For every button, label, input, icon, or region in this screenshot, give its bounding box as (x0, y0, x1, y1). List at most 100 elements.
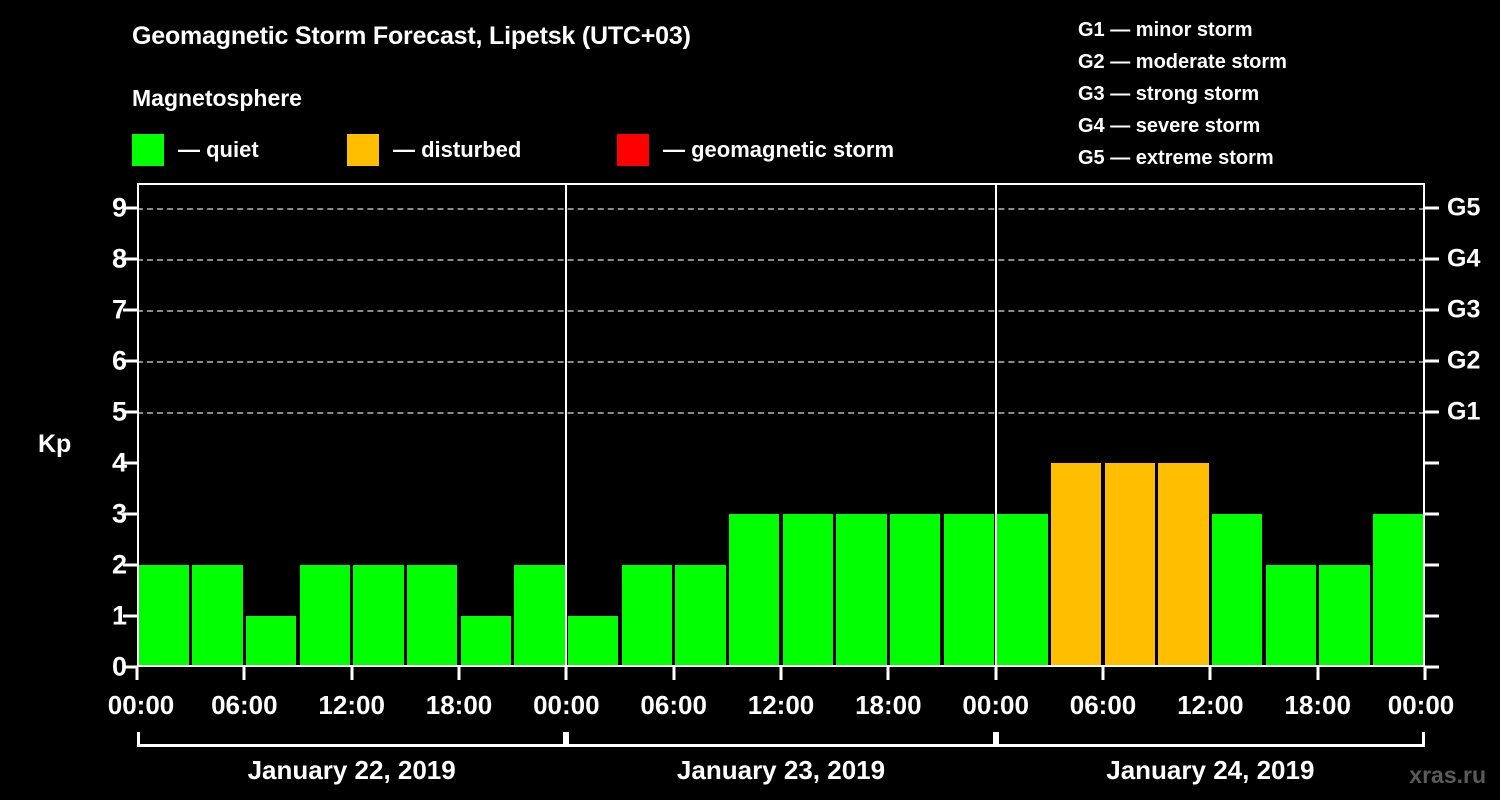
quiet-swatch (132, 134, 164, 166)
x-tick-label: 18:00 (425, 690, 493, 720)
x-tick-mark (994, 667, 998, 680)
x-tick-label: 12:00 (747, 690, 815, 720)
y-tick-mark-right (1425, 308, 1439, 312)
y-tick-label: 7 (111, 294, 127, 325)
y-tick-mark-right (1425, 206, 1439, 210)
kp-bar[interactable] (1372, 514, 1424, 667)
kp-bar[interactable] (514, 565, 565, 667)
x-tick-mark (1423, 667, 1427, 680)
x-tick-label: 06:00 (1069, 690, 1137, 720)
kp-bar[interactable] (943, 514, 995, 667)
watermark: xras.ru (1409, 762, 1486, 788)
x-tick-mark (457, 667, 461, 680)
y-tick-mark-right (1425, 410, 1439, 414)
x-tick-mark (242, 667, 246, 680)
kp-bar[interactable] (1104, 463, 1156, 667)
g-scale-entry: G2 — moderate storm (1078, 51, 1287, 73)
kp-bar[interactable] (1158, 463, 1209, 667)
x-tick-label: 00:00 (962, 690, 1029, 720)
plot-frame (137, 183, 1425, 667)
y-tick-label: 0 (111, 651, 127, 682)
kp-bar[interactable] (675, 565, 726, 667)
kp-bar[interactable] (192, 565, 243, 667)
day-label: January 22, 2019 (247, 755, 456, 785)
g-scale-entry: G4 — severe storm (1078, 115, 1261, 137)
legend-item-label: — disturbed (393, 137, 522, 162)
y-tick-mark (123, 410, 137, 414)
day-bracket (995, 732, 1425, 747)
page-title: Geomagnetic Storm Forecast, Lipetsk (UTC… (132, 22, 691, 50)
y-tick-label: 2 (111, 549, 127, 580)
y-tick-mark-right (1425, 359, 1439, 363)
kp-bar[interactable] (782, 514, 834, 667)
x-tick-label: 00:00 (1387, 690, 1455, 720)
y-tick-mark (123, 206, 137, 210)
g-scale-entry: G1 — minor storm (1078, 19, 1253, 41)
kp-bar[interactable] (836, 514, 887, 667)
legend-item: — geomagnetic storm (617, 134, 894, 166)
kp-bar[interactable] (460, 616, 512, 667)
kp-bar[interactable] (1265, 565, 1317, 667)
day-separator (565, 183, 568, 667)
x-tick-mark (1101, 667, 1105, 680)
kp-bar[interactable] (621, 565, 673, 667)
day-label: January 24, 2019 (1106, 755, 1315, 785)
g-tick-label: G4 (1447, 244, 1481, 273)
y-tick-mark (123, 563, 137, 567)
y-tick-mark (123, 461, 137, 465)
x-tick-mark (779, 667, 783, 680)
kp-bar[interactable] (997, 514, 1048, 667)
y-tick-mark-right (1425, 257, 1439, 261)
y-tick-mark-right (1425, 512, 1439, 516)
x-tick-label: 00:00 (107, 690, 175, 720)
g-scale-entry: G5 — extreme storm (1078, 147, 1274, 169)
legend-item-label: — quiet (178, 137, 259, 162)
kp-bar[interactable] (728, 514, 780, 667)
y-tick-mark (123, 512, 137, 516)
y-tick-label: 6 (111, 345, 127, 376)
kp-bar[interactable] (1211, 514, 1263, 667)
g-scale-entry: G3 — strong storm (1078, 83, 1260, 105)
kp-bar[interactable] (567, 616, 619, 667)
y-tick-label: 8 (111, 243, 127, 274)
kp-bar[interactable] (138, 565, 190, 667)
kp-bar[interactable] (299, 565, 351, 667)
kp-bar[interactable] (245, 616, 297, 667)
x-tick-label: 12:00 (318, 690, 385, 720)
kp-bar[interactable] (406, 565, 458, 667)
g-tick-label: G5 (1447, 193, 1481, 222)
gridline (137, 361, 1425, 364)
y-tick-label: 3 (111, 498, 127, 529)
y-tick-mark-right (1425, 461, 1439, 465)
day-label: January 23, 2019 (676, 755, 886, 785)
kp-bar[interactable] (1319, 565, 1370, 667)
chart-subtitle: Magnetosphere (132, 85, 302, 111)
g-tick-label: G3 (1447, 295, 1481, 324)
y-tick-mark-right (1425, 614, 1439, 618)
disturbed-swatch (347, 134, 379, 166)
x-tick-mark (672, 667, 676, 680)
kp-bar[interactable] (889, 514, 941, 667)
kp-bar[interactable] (1050, 463, 1102, 667)
day-bracket (137, 732, 567, 747)
legend-item: — disturbed (347, 134, 521, 166)
x-tick-label: 06:00 (211, 690, 278, 720)
storm-swatch (617, 134, 649, 166)
x-tick-label: 00:00 (533, 690, 600, 720)
y-tick-mark (123, 614, 137, 618)
y-tick-mark (123, 257, 137, 261)
gridline (137, 259, 1425, 262)
x-tick-mark (1316, 667, 1320, 680)
x-tick-label: 18:00 (1284, 690, 1351, 720)
gridline (137, 208, 1425, 211)
kp-bar[interactable] (353, 565, 404, 667)
g-tick-label: G2 (1447, 346, 1481, 375)
y-tick-mark-right (1425, 665, 1439, 669)
gridline (137, 412, 1425, 415)
y-tick-label: 5 (111, 396, 127, 427)
day-separator (994, 183, 997, 667)
y-axis-title: Kp (38, 430, 72, 458)
x-tick-label: 12:00 (1177, 690, 1244, 720)
plot-area (137, 183, 1425, 667)
x-tick-mark (1208, 667, 1212, 680)
